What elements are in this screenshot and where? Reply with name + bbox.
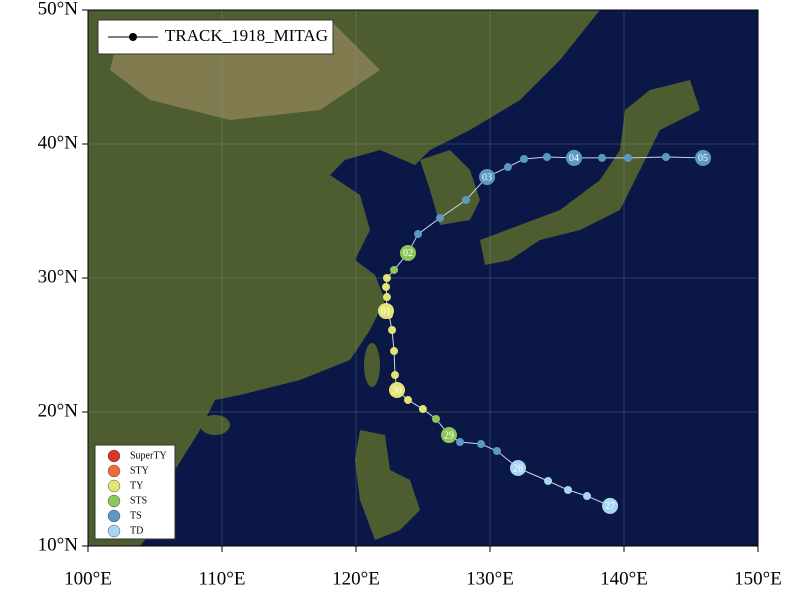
x-tick-label: 110°E (199, 568, 246, 589)
intensity-legend-label: TS (130, 510, 142, 521)
point-label: 28 (513, 463, 523, 474)
y-tick-label: 30°N (38, 266, 79, 287)
track-point (390, 347, 399, 356)
point-label: 02 (403, 248, 413, 259)
point-label: 01 (381, 306, 391, 317)
track-point (695, 149, 712, 166)
track-point (563, 485, 572, 494)
track-point (510, 460, 527, 477)
intensity-legend-label: TY (130, 480, 143, 491)
point-label: 04 (569, 153, 579, 164)
intensity-legend-swatch (107, 494, 121, 508)
x-tick-label: 100°E (64, 568, 112, 589)
intensity-legend-label: SuperTY (130, 450, 167, 461)
track-point (477, 440, 486, 449)
intensity-legend-label: STS (130, 495, 147, 506)
x-tick-label: 130°E (466, 568, 514, 589)
track-point (431, 414, 440, 423)
intensity-legend-swatch (107, 449, 121, 463)
track-point (440, 427, 457, 444)
land-taiwan (364, 343, 380, 387)
track-point (583, 492, 592, 501)
track-point (382, 274, 391, 282)
track-point (598, 153, 607, 162)
land-hainan (200, 415, 230, 435)
track-point (542, 152, 551, 161)
track-point (399, 244, 416, 261)
intensity-legend-swatch (107, 464, 121, 478)
y-tick-label: 40°N (38, 132, 79, 153)
track-legend-label: TRACK_1918_MITAG (165, 26, 328, 45)
x-tick-label: 120°E (332, 568, 380, 589)
intensity-legend-box (94, 444, 176, 540)
track-point (566, 149, 583, 166)
y-tick-label: 20°N (38, 400, 79, 421)
track-point (390, 265, 399, 274)
land-korea (420, 150, 480, 225)
x-tick-label: 150°E (734, 568, 782, 589)
track-point (418, 405, 427, 414)
track-point (388, 325, 397, 334)
point-label: 03 (482, 172, 492, 183)
intensity-legend-label: STY (130, 465, 149, 476)
point-label: 27 (605, 501, 615, 512)
track-point (436, 213, 445, 222)
track-point (462, 196, 471, 205)
land-philippines (355, 430, 420, 540)
track-point (661, 152, 670, 161)
track-point (382, 293, 391, 302)
y-tick-label: 10°N (38, 534, 79, 555)
track-point (389, 382, 406, 399)
track-point (479, 168, 496, 185)
track-point (403, 395, 412, 404)
track-point (414, 230, 423, 239)
point-label: 05 (698, 153, 708, 164)
track-point (382, 282, 391, 291)
intensity-legend-label: TD (130, 525, 143, 536)
y-tick-label: 50°N (38, 0, 79, 19)
intensity-legend-swatch (107, 479, 121, 493)
track-point (520, 155, 529, 164)
track-point (378, 302, 395, 319)
intensity-legend-swatch (107, 509, 121, 523)
track-point (492, 446, 501, 455)
land-japan (480, 80, 700, 265)
track-point (602, 497, 619, 514)
track-point (503, 163, 512, 172)
intensity-legend-swatch (107, 524, 121, 538)
track-point (390, 371, 399, 380)
land-mainland (88, 10, 600, 546)
point-label: 30 (392, 385, 402, 396)
track-legend-dot (129, 33, 137, 41)
track-point (544, 477, 553, 486)
x-tick-label: 140°E (600, 568, 648, 589)
track-point (455, 438, 464, 447)
track-point (624, 153, 633, 162)
point-label: 29 (444, 430, 454, 441)
